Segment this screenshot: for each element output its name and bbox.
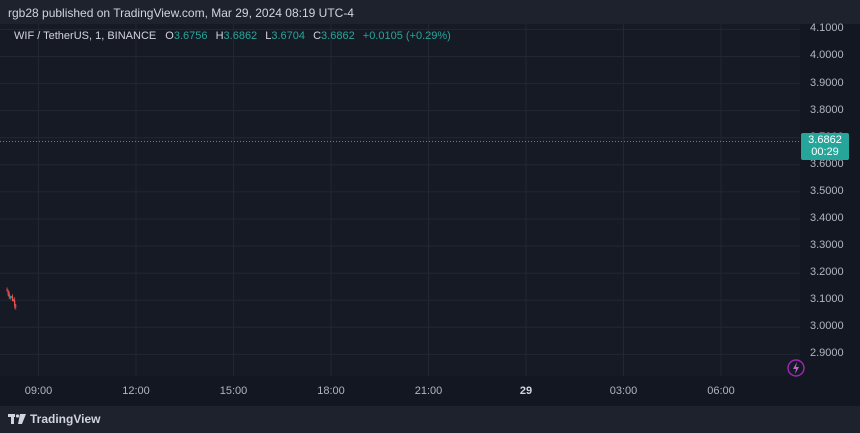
- x-tick-label: 29: [519, 385, 533, 397]
- y-tick-label: 3.8000: [810, 103, 844, 116]
- low-value: 3.6704: [271, 30, 306, 42]
- y-tick-label: 3.3000: [810, 239, 844, 252]
- bar-countdown: 00:29: [811, 146, 839, 159]
- y-tick-label: 4.1000: [810, 22, 844, 35]
- footer-bar: TradingView: [0, 406, 860, 433]
- high-value: 3.6862: [223, 30, 258, 42]
- price-axis[interactable]: 4.10004.00003.90003.80003.70003.60003.50…: [800, 22, 860, 376]
- chart-plot-area[interactable]: [0, 24, 800, 376]
- change-value: +0.0105 (+0.29%): [362, 30, 451, 42]
- candle-body: [14, 300, 16, 306]
- brand-name: TradingView: [30, 412, 101, 426]
- y-tick-label: 3.6000: [810, 157, 844, 170]
- open-value: 3.6756: [173, 30, 208, 42]
- open-label: O: [165, 30, 174, 42]
- candle-body: [6, 289, 8, 292]
- x-tick-label: 06:00: [707, 385, 735, 397]
- low-label: L: [265, 30, 272, 42]
- brand[interactable]: TradingView: [8, 412, 100, 426]
- y-tick-label: 3.4000: [810, 211, 844, 224]
- tradingview-logo-icon: [8, 414, 26, 424]
- published-bar: rgb28 published on TradingView.com, Mar …: [0, 0, 860, 24]
- time-axis[interactable]: 09:00 12:00 15:00 18:00 21:00 29 03:00 06:00: [0, 376, 860, 406]
- y-tick-label: 3.9000: [810, 76, 844, 89]
- y-tick-label: 3.2000: [810, 266, 844, 279]
- y-tick-label: 3.1000: [810, 293, 844, 306]
- high-label: H: [215, 30, 224, 42]
- candles: [6, 287, 17, 310]
- ohlc-legend: WIF / TetherUS, 1, BINANCE O3.6756 H3.68…: [14, 30, 456, 42]
- close-value: 3.6862: [321, 30, 355, 42]
- price-chart[interactable]: [0, 24, 800, 376]
- published-caption: rgb28 published on TradingView.com, Mar …: [8, 6, 354, 20]
- candle-body: [7, 291, 9, 295]
- y-tick-label: 3.5000: [810, 184, 844, 197]
- candle-body: [10, 296, 13, 298]
- candle-body: [12, 300, 15, 302]
- last-price-value: 3.6862: [808, 134, 842, 147]
- candle-body: [9, 296, 11, 298]
- y-tick-label: 2.9000: [810, 347, 844, 360]
- candle-body: [8, 294, 10, 298]
- candle-body: [11, 296, 14, 301]
- x-tick-label: 21:00: [414, 385, 443, 397]
- lightning-icon[interactable]: [786, 358, 806, 378]
- close-label: C: [313, 30, 322, 42]
- y-tick-label: 4.0000: [810, 49, 844, 62]
- x-tick-label: 03:00: [609, 385, 638, 397]
- symbol-label: WIF / TetherUS, 1, BINANCE: [14, 30, 157, 42]
- candle-body: [15, 305, 17, 307]
- x-tick-label: 18:00: [317, 385, 345, 397]
- x-tick-label: 12:00: [122, 385, 150, 397]
- last-price-tag: 3.6862 00:29: [801, 133, 849, 161]
- y-tick-label: 3.0000: [810, 320, 844, 333]
- x-tick-label: 09:00: [24, 385, 53, 397]
- x-tick-label: 15:00: [219, 385, 248, 397]
